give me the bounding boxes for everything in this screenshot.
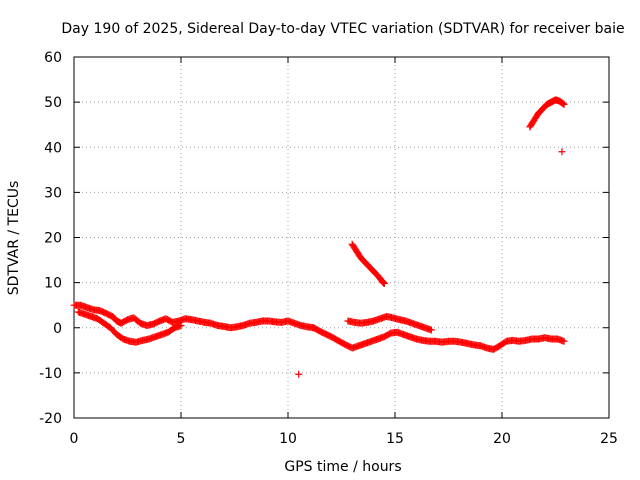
grid (74, 57, 609, 418)
x-tick-label: 10 (279, 431, 297, 447)
y-tick-label: -20 (39, 411, 62, 427)
x-tick-label: 20 (493, 431, 511, 447)
title-group: Day 190 of 2025, Sidereal Day-to-day VTE… (61, 21, 624, 37)
series-outliers (295, 148, 566, 378)
y-tick-labels: -20 -10 0 10 20 30 40 50 60 (39, 50, 62, 427)
x-tick-label: 5 (177, 431, 186, 447)
series-track-main-lower (74, 308, 185, 346)
y-tick-label: 60 (44, 50, 62, 66)
y-tick-label: 10 (44, 276, 62, 292)
x-axis-label: GPS time / hours (284, 459, 401, 475)
x-tick-label: 15 (386, 431, 404, 447)
plot-frame (73, 56, 610, 419)
data-point (295, 370, 303, 378)
data-point (559, 100, 567, 108)
y-tick-label: -10 (39, 366, 62, 382)
x-tick-label: 25 (600, 431, 618, 447)
y-axis-label: SDTVAR / TECUs (6, 181, 22, 296)
y-tick-label: 0 (53, 321, 62, 337)
series-track-rising-21.3-22.9 (526, 96, 568, 131)
data-points (70, 96, 568, 378)
y-tick-label: 40 (44, 140, 62, 156)
x-tick-labels: 0 5 10 15 20 25 (70, 431, 618, 447)
series-track-mid-12.8-16.8 (344, 312, 435, 334)
y-tick-label: 50 (44, 95, 62, 111)
x-tick-label: 0 (70, 431, 79, 447)
y-tick-label: 30 (44, 185, 62, 201)
y-tick-label: 20 (44, 231, 62, 247)
data-point (177, 321, 185, 329)
data-point (427, 326, 435, 334)
data-point (380, 280, 388, 288)
data-point (560, 100, 568, 108)
series-track-steep-13-14.5 (348, 240, 388, 288)
data-point (560, 337, 568, 345)
data-point (558, 99, 566, 107)
chart-title: Day 190 of 2025, Sidereal Day-to-day VTE… (61, 21, 624, 37)
data-point (558, 148, 566, 156)
series-track-descending-11-13.5 (310, 324, 568, 353)
